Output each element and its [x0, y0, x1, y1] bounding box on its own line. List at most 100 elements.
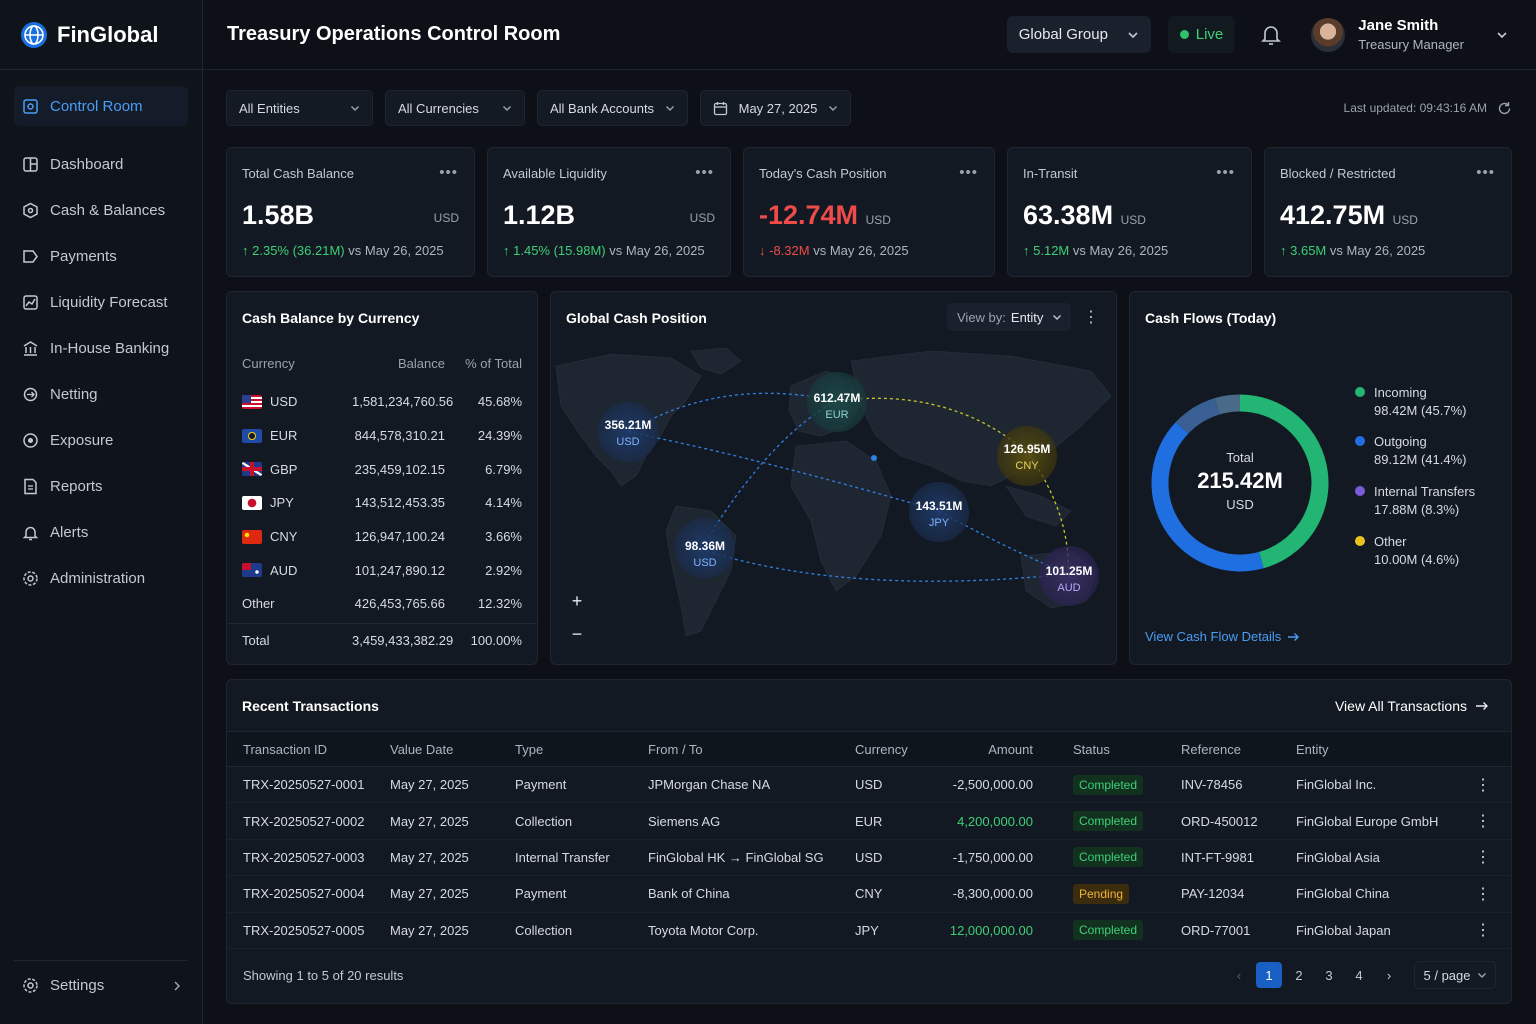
bubble-value: 101.25M [1046, 564, 1093, 578]
more-options-icon[interactable]: ••• [1476, 164, 1495, 181]
bank-icon [23, 340, 38, 356]
page-2-button[interactable]: 2 [1295, 967, 1303, 983]
donut-center: Total 215.42M USD [1140, 450, 1340, 512]
sidebar-item-reports[interactable]: Reports [14, 466, 188, 506]
col-entity[interactable]: Entity [1296, 741, 1329, 757]
donut-slice-outgoing[interactable] [1151, 422, 1264, 572]
page-1-button[interactable]: 1 [1256, 962, 1282, 988]
cell-type: Payment [515, 777, 567, 793]
sidebar-item-administration[interactable]: Administration [14, 558, 188, 598]
col-from-to[interactable]: From / To [648, 741, 703, 757]
col-type[interactable]: Type [515, 741, 544, 757]
date-filter[interactable]: May 27, 2025 [700, 90, 851, 126]
table-row[interactable]: JPY 143,512,453.35 4.14% [227, 486, 537, 520]
sidebar-item-payments[interactable]: Payments [14, 236, 188, 276]
table-row[interactable]: TRX-20250527-0002 May 27, 2025 Collectio… [227, 803, 1511, 840]
table-row[interactable]: TRX-20250527-0005 May 27, 2025 Collectio… [227, 913, 1511, 949]
sidebar-item-exposure[interactable]: Exposure [14, 420, 188, 460]
user-info[interactable]: Jane Smith Treasury Manager [1358, 17, 1464, 52]
donut-slice-incoming[interactable] [1239, 394, 1329, 569]
chevron-down-icon[interactable] [1496, 31, 1508, 39]
sidebar-item-cash-balances[interactable]: Cash & Balances [14, 190, 188, 230]
live-status[interactable]: Live [1167, 16, 1236, 53]
sidebar-item-label: Payments [50, 247, 117, 265]
currency-filter[interactable]: All Currencies [385, 90, 525, 126]
col-value-date[interactable]: Value Date [390, 741, 454, 757]
cell-date: May 27, 2025 [390, 922, 469, 938]
col-transaction-id[interactable]: Transaction ID [243, 741, 328, 757]
more-options-icon[interactable]: ••• [959, 164, 978, 181]
bubble-value: 612.47M [814, 391, 861, 405]
view-by-select[interactable]: View by: Entity [947, 303, 1071, 331]
prev-page-icon[interactable]: ‹ [1236, 967, 1242, 983]
map-more-options-icon[interactable]: ⋮ [1083, 309, 1099, 326]
table-row[interactable]: USD 1,581,234,760.56 45.68% [227, 385, 537, 419]
bubble-usd-na[interactable]: 356.21M USD [598, 402, 658, 462]
row-menu-icon[interactable]: ⋮ [1475, 849, 1491, 867]
more-options-icon[interactable]: ••• [439, 164, 458, 181]
more-options-icon[interactable]: ••• [695, 164, 714, 181]
cell-currency: EUR [855, 813, 883, 829]
bubble-eur[interactable]: 612.47M EUR [807, 372, 867, 432]
page-3-button[interactable]: 3 [1325, 967, 1333, 983]
more-options-icon[interactable]: ••• [1216, 164, 1235, 181]
table-row[interactable]: GBP 235,459,102.15 6.79% [227, 452, 537, 486]
table-row[interactable]: TRX-20250527-0004 May 27, 2025 Payment B… [227, 876, 1511, 913]
zoom-in-button[interactable]: + [565, 589, 589, 613]
donut-slice-other[interactable] [1214, 394, 1241, 415]
view-cash-flow-details-link[interactable]: View Cash Flow Details [1145, 629, 1300, 644]
cell-id: TRX-20250527-0004 [243, 886, 365, 902]
notification-bell-icon[interactable] [1261, 24, 1282, 46]
sidebar-item-in-house-banking[interactable]: In-House Banking [14, 328, 188, 368]
sidebar-item-control-room[interactable]: Control Room [14, 86, 188, 126]
sidebar-item-liquidity-forecast[interactable]: Liquidity Forecast [14, 282, 188, 322]
kpi-compare: vs May 26, 2025 [813, 243, 909, 258]
view-all-transactions-link[interactable]: View All Transactions [1335, 698, 1489, 714]
page-4-button[interactable]: 4 [1355, 967, 1363, 983]
donut-slice-internal-transfers[interactable] [1175, 398, 1220, 434]
sidebar-item-dashboard[interactable]: Dashboard [14, 144, 188, 184]
bubble-cny[interactable]: 126.95M CNY [997, 426, 1057, 486]
bank-account-filter[interactable]: All Bank Accounts [537, 90, 688, 126]
sidebar-item-netting[interactable]: Netting [14, 374, 188, 414]
table-row[interactable]: EUR 844,578,310.21 24.39% [227, 419, 537, 453]
app-logo[interactable]: FinGlobal [0, 0, 202, 70]
refresh-icon[interactable] [1497, 101, 1512, 116]
zoom-out-button[interactable]: − [565, 622, 589, 646]
kpi-unit: USD [1392, 213, 1418, 227]
sidebar-settings[interactable]: Settings [14, 960, 188, 1010]
group-select[interactable]: Global Group [1006, 16, 1151, 53]
cell-reference: PAY-12034 [1181, 886, 1245, 902]
table-row[interactable]: AUD 101,247,890.12 2.92% [227, 553, 537, 587]
page-size-select[interactable]: 5 / page [1414, 961, 1496, 989]
legend-name: Outgoing [1374, 434, 1427, 449]
row-menu-icon[interactable]: ⋮ [1475, 776, 1491, 794]
row-menu-icon[interactable]: ⋮ [1475, 813, 1491, 831]
row-menu-icon[interactable]: ⋮ [1475, 885, 1491, 903]
bubble-jpy[interactable]: 143.51M JPY [909, 482, 969, 542]
table-row[interactable]: CNY 126,947,100.24 3.66% [227, 520, 537, 554]
col-status[interactable]: Status [1073, 741, 1110, 757]
bubble-aud[interactable]: 101.25M AUD [1039, 546, 1099, 606]
col-amount[interactable]: Amount [988, 741, 1033, 757]
legend-value: 10.00M (4.6%) [1374, 552, 1460, 567]
col-currency[interactable]: Currency [855, 741, 908, 757]
sidebar-item-alerts[interactable]: Alerts [14, 512, 188, 552]
bubble-usd-latam[interactable]: 98.36M USD [675, 518, 735, 578]
world-map[interactable]: 356.21M USD 612.47M EUR 126.95M CNY 143.… [551, 346, 1116, 664]
legend-value: 17.88M (8.3%) [1374, 502, 1460, 517]
kpi-title: Available Liquidity [503, 166, 607, 181]
avatar[interactable] [1311, 17, 1346, 52]
table-row[interactable]: TRX-20250527-0001 May 27, 2025 Payment J… [227, 767, 1511, 804]
table-row[interactable]: TRX-20250527-0003 May 27, 2025 Internal … [227, 840, 1511, 877]
cell-party: JPMorgan Chase NA [648, 777, 771, 793]
legend-name: Internal Transfers [1374, 484, 1476, 499]
next-page-icon[interactable]: › [1386, 967, 1392, 983]
table-row[interactable]: Other 426,453,765.66 12.32% [227, 587, 537, 621]
row-menu-icon[interactable]: ⋮ [1475, 922, 1491, 940]
col-reference[interactable]: Reference [1181, 741, 1241, 757]
us-flag-icon [242, 394, 262, 409]
entity-filter[interactable]: All Entities [226, 90, 373, 126]
card-title: Cash Balance by Currency [242, 310, 420, 326]
bell-icon [22, 526, 39, 540]
